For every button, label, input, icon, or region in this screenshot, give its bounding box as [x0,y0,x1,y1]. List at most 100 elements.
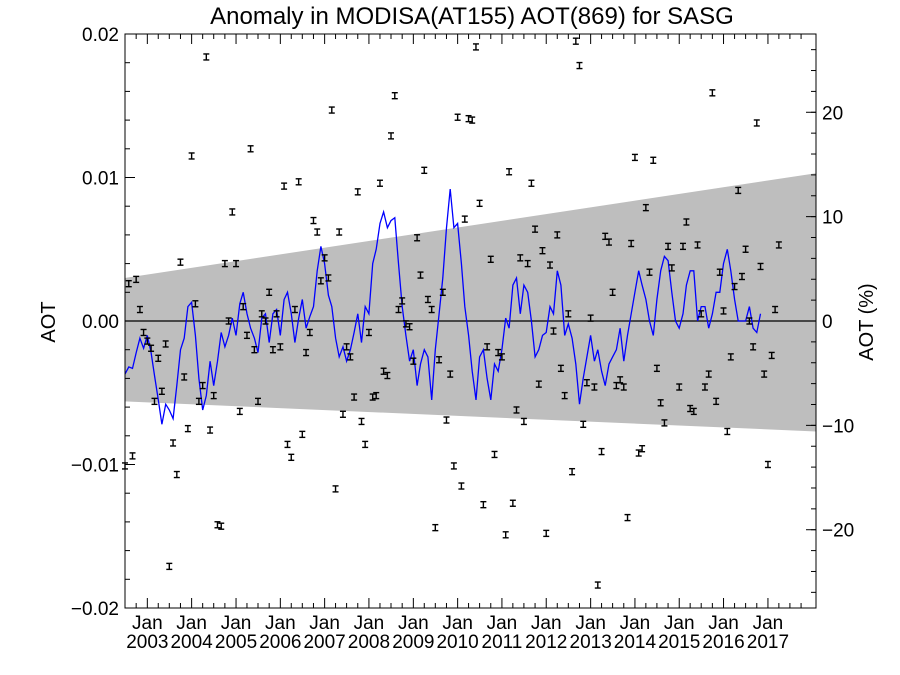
data-point [162,340,169,348]
data-point [565,310,572,318]
x-tick-month-label: Jan [354,613,385,634]
right-axis: −20 −10 0 10 20 [806,49,854,593]
right-tick-label: −10 [822,416,854,437]
data-point [314,228,321,236]
data-point [772,305,779,314]
data-point [133,275,140,284]
data-point [753,119,760,127]
data-point [528,179,535,187]
data-point [535,380,542,388]
y-axis-label: AOT [38,301,60,342]
data-point [750,343,757,351]
data-point [561,391,568,400]
data-point [325,274,332,282]
data-point [380,367,387,375]
data-point [339,410,346,418]
data-point [520,417,527,426]
data-point [421,166,428,175]
data-point [583,379,590,387]
data-point [351,393,358,401]
data-point [291,305,298,314]
x-tick-month-label: Jan [487,613,518,634]
data-point [295,178,302,186]
confidence-band [125,173,816,432]
right-tick-label: 0 [822,312,833,333]
data-point [255,397,262,406]
data-point [410,357,417,365]
right-tick-label: 20 [822,103,843,124]
data-point [609,288,616,296]
data-point [439,288,446,296]
data-point [158,387,165,396]
data-point [598,447,605,456]
data-point [709,89,716,97]
x-tick-month-label: Jan [221,613,252,634]
data-point [735,186,742,195]
data-point [543,529,550,538]
x-tick-year-label: 2014 [614,632,657,653]
data-point [665,242,672,251]
data-points [122,37,782,589]
data-point [757,262,764,271]
data-point [628,239,635,248]
data-point [395,305,402,314]
data-point [288,453,295,462]
data-point [321,254,328,262]
data-point [284,440,291,449]
data-point [221,259,228,268]
data-point [247,145,254,153]
left-axis: −0.02 −0.01 0.00 0.01 0.02 [71,25,135,620]
data-point [365,328,372,337]
data-point [617,376,624,384]
x-tick-year-label: 2015 [658,632,700,653]
data-point [635,449,642,457]
x-tick-year-label: 2017 [747,632,789,653]
x-tick-month-label: Jan [753,613,784,634]
data-point [229,208,236,216]
x-axis: Jan2003Jan2004Jan2005Jan2006Jan2007Jan20… [124,34,802,653]
data-point [281,182,288,190]
x-tick-year-label: 2013 [570,632,612,653]
data-point [720,307,727,315]
x-tick-year-label: 2006 [259,632,301,653]
data-point [506,168,513,176]
data-point [358,417,365,426]
data-point [764,460,771,469]
data-point [391,92,398,100]
data-point [742,245,749,253]
x-tick-month-label: Jan [398,613,429,634]
x-tick-year-label: 2007 [303,632,345,653]
data-point [177,258,184,266]
data-point [557,364,564,373]
data-point [210,391,217,400]
data-point [554,231,561,239]
data-point [406,323,413,331]
data-point [306,328,313,337]
data-point [428,305,435,314]
data-point [443,416,450,424]
data-point [487,255,494,263]
data-point [233,259,240,268]
data-point [199,381,206,390]
x-tick-month-label: Jan [309,613,340,634]
data-point [476,199,483,208]
data-point [517,254,524,262]
data-point [761,370,768,378]
data-point [594,581,601,589]
plot-area [122,37,816,589]
data-point [498,353,505,361]
data-point [336,228,343,236]
data-point [151,397,158,406]
data-point [472,43,479,51]
data-point [125,279,132,288]
x-tick-year-label: 2008 [348,632,390,653]
x-tick-year-label: 2012 [525,632,567,653]
data-point [399,297,406,305]
y-tick-label: 0.01 [82,169,119,190]
data-point [432,523,439,532]
data-point [587,314,594,322]
data-point [303,348,310,357]
data-point [317,277,324,285]
data-point [661,419,668,427]
data-point [631,153,638,162]
